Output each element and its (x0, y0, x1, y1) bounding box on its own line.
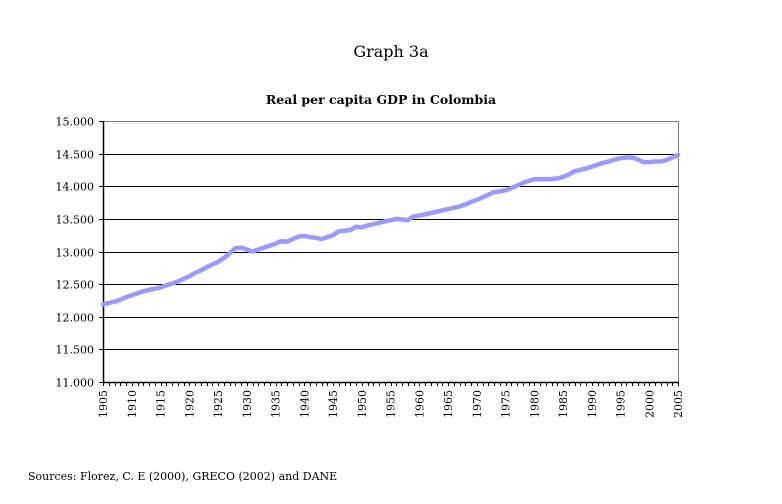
x-tick-label: 1920 (183, 390, 196, 418)
x-tick-label: 1990 (586, 390, 599, 418)
sources-note: Sources: Florez, C. E (2000), GRECO (200… (28, 470, 338, 483)
axes (99, 121, 679, 386)
x-tick-label: 1980 (528, 390, 541, 418)
x-tick-label: 1915 (155, 390, 168, 418)
x-tick-label: 1995 (615, 390, 628, 418)
series-layer (100, 152, 681, 307)
x-tick-label: 1940 (298, 390, 311, 418)
y-tick-label: 12.000 (56, 312, 95, 325)
x-tick-label: 1935 (270, 390, 283, 418)
x-tick-label: 1975 (500, 390, 513, 418)
x-tick-label: 1925 (212, 390, 225, 418)
x-tick-label: 1970 (471, 390, 484, 418)
y-tick-labels: 11.000 11.500 12.000 12.500 13.000 13.500 14.0… (56, 116, 95, 390)
graph-label: Graph 3a (353, 42, 429, 61)
x-tick-labels: 1905 1910 1915 1920 1925 1930 1935 1940 1945 1950… (97, 390, 685, 418)
y-tick-label: 13.000 (56, 247, 95, 260)
x-tick-label: 1955 (385, 390, 398, 418)
x-tick-label: 2005 (672, 390, 685, 418)
x-tick-label: 1985 (557, 390, 570, 418)
series-line (100, 152, 681, 307)
y-tick-label: 11.500 (56, 344, 95, 357)
y-tick-label: 11.000 (56, 377, 95, 390)
y-tick-label: 14.500 (56, 149, 95, 162)
x-tick-label: 1910 (126, 390, 139, 418)
x-tick-label: 1930 (241, 390, 254, 418)
x-tick-label: 1960 (413, 390, 426, 418)
y-tick-label: 15.000 (56, 116, 95, 129)
chart-title: Real per capita GDP in Colombia (266, 92, 496, 107)
y-tick-label: 13.500 (56, 214, 95, 227)
gridlines (103, 121, 678, 350)
x-tick-label: 1945 (327, 390, 340, 418)
x-tick-label: 1965 (442, 390, 455, 418)
y-tick-label: 12.500 (56, 279, 95, 292)
x-tick-label: 2000 (643, 390, 656, 418)
x-tick-label: 1905 (97, 390, 110, 418)
y-tick-label: 14.000 (56, 181, 95, 194)
x-tick-label: 1950 (356, 390, 369, 418)
